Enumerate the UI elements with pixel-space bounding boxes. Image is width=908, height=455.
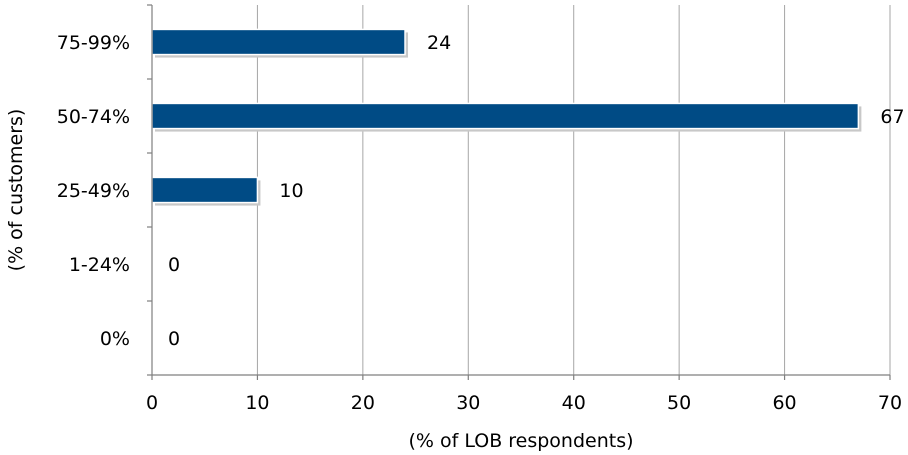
labels: 0 10 20 30 40 50 60 70 75-99% 24 50-74% 67 25-49% 10 1…: [57, 32, 905, 414]
x-tick-label: 50: [667, 392, 691, 414]
x-tick-label: 70: [878, 392, 902, 414]
bar: [151, 28, 406, 56]
data-label: 0: [168, 254, 180, 276]
x-tick-label: 30: [456, 392, 480, 414]
x-tick-label: 10: [245, 392, 269, 414]
x-tick-label: 20: [351, 392, 375, 414]
bar: [151, 176, 259, 204]
x-tick-label: 60: [772, 392, 796, 414]
y-tick-label: 75-99%: [57, 32, 130, 54]
y-tick-label: 0%: [100, 328, 130, 350]
data-label: 67: [880, 106, 904, 128]
gridlines: [256, 5, 891, 375]
data-label: 10: [279, 180, 303, 202]
data-label: 24: [427, 32, 451, 54]
x-tick-label: 40: [562, 392, 586, 414]
bars: [151, 28, 862, 206]
bar: [151, 102, 860, 130]
y-tick-label: 25-49%: [57, 180, 130, 202]
x-tick-label: 0: [146, 392, 158, 414]
data-label: 0: [168, 328, 180, 350]
y-axis-title: (% of customers): [5, 109, 27, 272]
y-tick-label: 1-24%: [69, 254, 130, 276]
x-axis-title: (% of LOB respondents): [408, 430, 633, 452]
y-tick-label: 50-74%: [57, 106, 130, 128]
axes: [147, 4, 891, 380]
